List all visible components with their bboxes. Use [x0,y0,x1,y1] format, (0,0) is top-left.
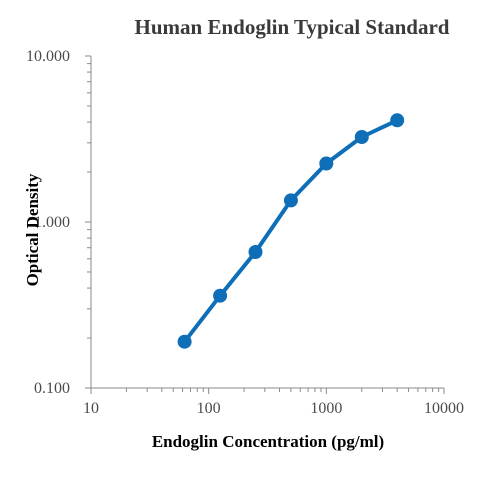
data-point [354,130,369,144]
data-point [248,245,263,259]
y-tick-label: 1.000 [34,214,70,231]
x-tick-label: 10 [83,400,99,417]
x-tick-label: 10000 [424,400,464,417]
ticks [85,55,445,394]
y-axis-title: Optical Density [23,173,42,286]
tick-labels: 10 100 1000 10000 0.100 1.000 10.000 [26,48,464,417]
data-point [177,334,192,349]
data-point [319,156,334,171]
data-point [213,288,228,303]
series-layer [177,113,405,349]
data-point [283,193,298,208]
x-tick-label: 100 [197,400,221,417]
x-axis-title: Endoglin Concentration (pg/ml) [152,432,384,451]
y-tick-label: 10.000 [26,48,70,65]
data-point [390,113,405,128]
x-tick-label: 1000 [310,400,342,417]
series-line [182,118,400,344]
axes [90,56,444,389]
chart-title: Human Endoglin Typical Standard [135,15,450,39]
y-tick-label: 0.100 [34,380,70,397]
